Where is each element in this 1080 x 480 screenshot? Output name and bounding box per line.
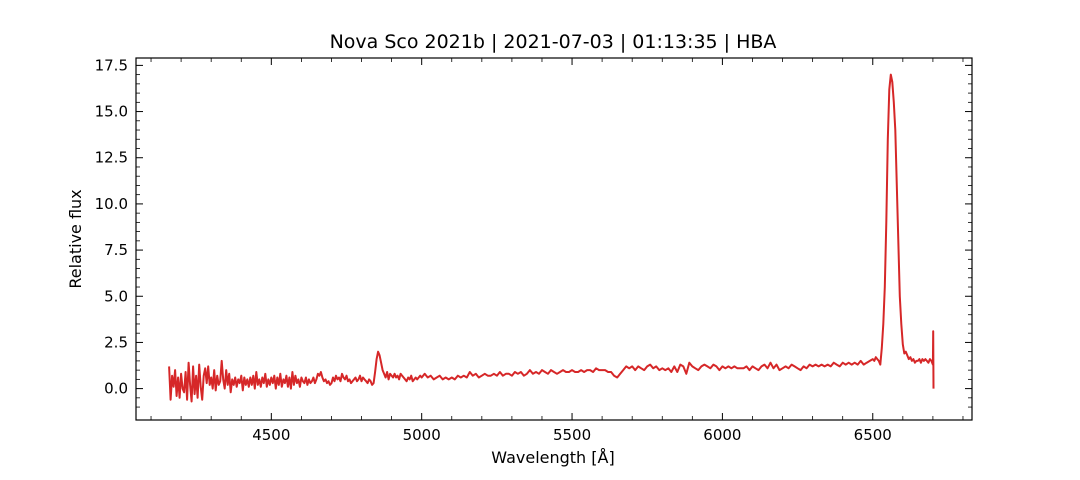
y-axis: 0.0 2.5 5.0 7.5 10.0 12.5 15.0 17.5	[95, 56, 972, 408]
x-axis-label: Wavelength [Å]	[491, 448, 614, 467]
chart-title: Nova Sco 2021b | 2021-07-03 | 01:13:35 |…	[330, 31, 777, 53]
y-tick-label: 7.5	[104, 241, 128, 259]
x-axis: 4500 5000 5500 6000 6500	[150, 58, 964, 444]
y-tick-label: 0.0	[104, 380, 128, 398]
y-axis-label: Relative flux	[66, 189, 85, 288]
plot-area	[168, 73, 935, 403]
spectrum-line-0	[168, 73, 935, 403]
x-tick-label: 6000	[703, 426, 741, 444]
y-tick-label: 10.0	[95, 195, 128, 213]
plot-frame	[135, 57, 973, 421]
y-tick-label: 15.0	[95, 103, 128, 121]
y-tick-label: 2.5	[104, 333, 128, 351]
y-tick-label: 12.5	[95, 149, 128, 167]
x-tick-label: 6500	[854, 426, 892, 444]
x-tick-label: 5000	[403, 426, 441, 444]
x-tick-label: 4500	[252, 426, 290, 444]
y-tick-label: 17.5	[95, 56, 128, 74]
y-tick-label: 5.0	[104, 287, 128, 305]
x-tick-label: 5500	[553, 426, 591, 444]
